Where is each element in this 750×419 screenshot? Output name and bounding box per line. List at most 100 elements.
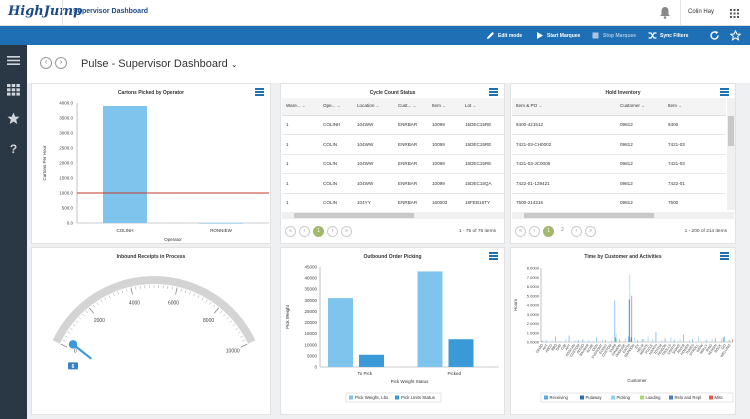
x-tick-label: RIDEON: [657, 343, 668, 357]
panel-menu-icon[interactable]: [720, 252, 729, 260]
scrollbar-thumb[interactable]: [294, 213, 414, 218]
column-header[interactable]: Ware... ⌄: [282, 98, 319, 116]
hamburger-menu-icon[interactable]: [7, 54, 20, 67]
next-page-button[interactable]: ›: [327, 225, 338, 237]
start-marquee-button[interactable]: Start Marquee: [535, 30, 580, 41]
table-cell: COLINH: [319, 115, 353, 135]
gauge-minor-tick: [223, 313, 226, 317]
stop-marquee-button[interactable]: Stop Marquee: [591, 30, 636, 41]
chevron-down-icon[interactable]: ⌄: [442, 103, 447, 109]
gauge-minor-tick: [67, 331, 71, 334]
sync-filters-button[interactable]: Sync Filters: [648, 30, 688, 41]
prev-page-button[interactable]: ‹: [299, 225, 310, 237]
chevron-down-icon[interactable]: ⌄: [472, 103, 477, 109]
bar: [637, 340, 638, 342]
hold-inventory-panel: Hold Inventory Item & PO ⌄ Customer ⌄ Item…: [510, 83, 736, 244]
prev-page-button[interactable]: ‹: [529, 225, 540, 237]
column-header[interactable]: Item ⌄: [664, 98, 726, 116]
panel-menu-icon[interactable]: [489, 252, 498, 260]
legend-label: Pick Weight, Lbs: [355, 395, 389, 400]
chevron-down-icon[interactable]: ⌄: [641, 103, 646, 109]
chevron-down-icon[interactable]: ⌄: [678, 103, 683, 109]
table-row[interactable]: 6400-421512 09812 6400: [512, 115, 726, 135]
chevron-down-icon[interactable]: ⌄: [301, 103, 306, 109]
gauge-minor-tick: [205, 299, 208, 303]
y-tick-label: 6.0000: [527, 284, 540, 289]
horizontal-scrollbar[interactable]: [512, 212, 734, 219]
x-tick-label: RIVER: [677, 343, 687, 354]
pager: «‹ 1 ›»: [285, 222, 352, 240]
table-row[interactable]: 7421-03-CH0002 09812 7421-03: [512, 134, 726, 155]
dashboard-grid-icon[interactable]: [7, 83, 20, 96]
bar: [545, 340, 547, 342]
bar: [359, 354, 384, 367]
chevron-down-icon[interactable]: ⌄: [336, 103, 341, 109]
app-title[interactable]: Supervisor Dashboard: [73, 8, 149, 15]
brand-logo[interactable]: HighJump: [8, 4, 83, 19]
favorites-star-icon[interactable]: [7, 112, 20, 125]
y-tick-label: 2500.0: [59, 146, 73, 151]
table-cell: 1: [282, 193, 319, 213]
x-tick-label: COLINH: [116, 228, 133, 233]
time-by-customer-chart: 8.0000 7.0000 6.0000 5.0000 4.0000 3.0000 2.00…: [513, 266, 734, 403]
table-row[interactable]: 7421-03-JC0006 09812 7421-03: [512, 154, 726, 174]
grid-menu-icon[interactable]: [730, 9, 739, 18]
y-tick-label: 7.0000: [527, 275, 540, 280]
page-number-button[interactable]: 2: [557, 225, 568, 237]
panel-menu-icon[interactable]: [720, 88, 729, 96]
horizontal-scrollbar[interactable]: [282, 212, 504, 219]
gauge-minor-tick: [65, 335, 68, 338]
edit-mode-button[interactable]: Edit mode: [486, 30, 522, 41]
scrollbar-thumb[interactable]: [728, 116, 734, 146]
panel-menu-icon[interactable]: [255, 88, 264, 96]
column-header[interactable]: Ope... ⌄: [319, 98, 353, 116]
x-tick-label: DIAMON: [611, 343, 622, 357]
bell-icon[interactable]: [659, 6, 671, 19]
table-row[interactable]: 1 COLIN 104WW ENRBAR 10099 15DEC15RE: [282, 134, 504, 155]
column-header[interactable]: Location ⌄: [353, 98, 394, 116]
last-page-button[interactable]: »: [341, 225, 352, 237]
column-header[interactable]: Lot ⌄: [461, 98, 504, 116]
next-page-button[interactable]: ›: [571, 225, 582, 237]
table-row[interactable]: 7500-214215 09812 7500: [512, 193, 726, 213]
table-cell: 104YY: [353, 193, 394, 213]
first-page-button[interactable]: «: [515, 225, 526, 237]
y-tick-label: 5000: [307, 353, 318, 358]
refresh-icon[interactable]: [709, 30, 720, 41]
user-name[interactable]: Colin Hay: [688, 9, 715, 15]
vertical-scrollbar[interactable]: [727, 98, 735, 210]
column-header[interactable]: Item ⌄: [428, 98, 461, 116]
page-number-button[interactable]: 1: [543, 225, 554, 237]
table-row[interactable]: 1 COLIN 104WW ENRBAR 10099 15DEC15QA: [282, 173, 504, 194]
table-row[interactable]: 1 COLIN 104WW ENRBAR 10099 15DEC15RE: [282, 154, 504, 174]
bar: [724, 336, 725, 342]
table-cell: 10099: [428, 115, 461, 135]
page-title[interactable]: Pulse - Supervisor Dashboard ⌄: [81, 58, 238, 70]
first-page-button[interactable]: «: [285, 225, 296, 237]
panel-menu-icon[interactable]: [489, 88, 498, 96]
y-tick-label: 15000: [304, 331, 317, 336]
panel-title: Outbound Order Picking: [363, 254, 422, 260]
chevron-down-icon[interactable]: ⌄: [412, 103, 417, 109]
help-icon[interactable]: ?: [7, 142, 20, 155]
table-row[interactable]: 1 COLINH 104WW ENRBAR 10099 15DEC15RE: [282, 115, 504, 135]
chevron-down-icon[interactable]: ⌄: [375, 103, 380, 109]
bar: [631, 295, 633, 342]
chevron-down-icon[interactable]: ⌄: [538, 103, 543, 109]
column-header[interactable]: Cust... ⌄: [394, 98, 428, 116]
star-icon[interactable]: [730, 30, 741, 41]
back-button[interactable]: ‹: [40, 57, 52, 69]
column-header[interactable]: Customer ⌄: [616, 98, 664, 116]
legend-swatch: [709, 395, 713, 400]
column-header[interactable]: Item & PO ⌄: [512, 98, 616, 116]
table-row[interactable]: 1 COLIN 104YY ENRBAR 160003 18FEB16TY: [282, 193, 504, 213]
x-tick-label: POWER: [680, 343, 691, 356]
last-page-button[interactable]: »: [585, 225, 596, 237]
scrollbar-thumb[interactable]: [524, 213, 654, 218]
page-number-button[interactable]: 1: [313, 225, 324, 237]
bar: [655, 331, 657, 342]
x-tick-label: CUSTOM: [601, 343, 613, 357]
table-row[interactable]: 7422-01-129421 09812 7422-01: [512, 173, 726, 194]
x-axis-title: Customer: [627, 378, 647, 383]
forward-button[interactable]: ›: [55, 57, 67, 69]
